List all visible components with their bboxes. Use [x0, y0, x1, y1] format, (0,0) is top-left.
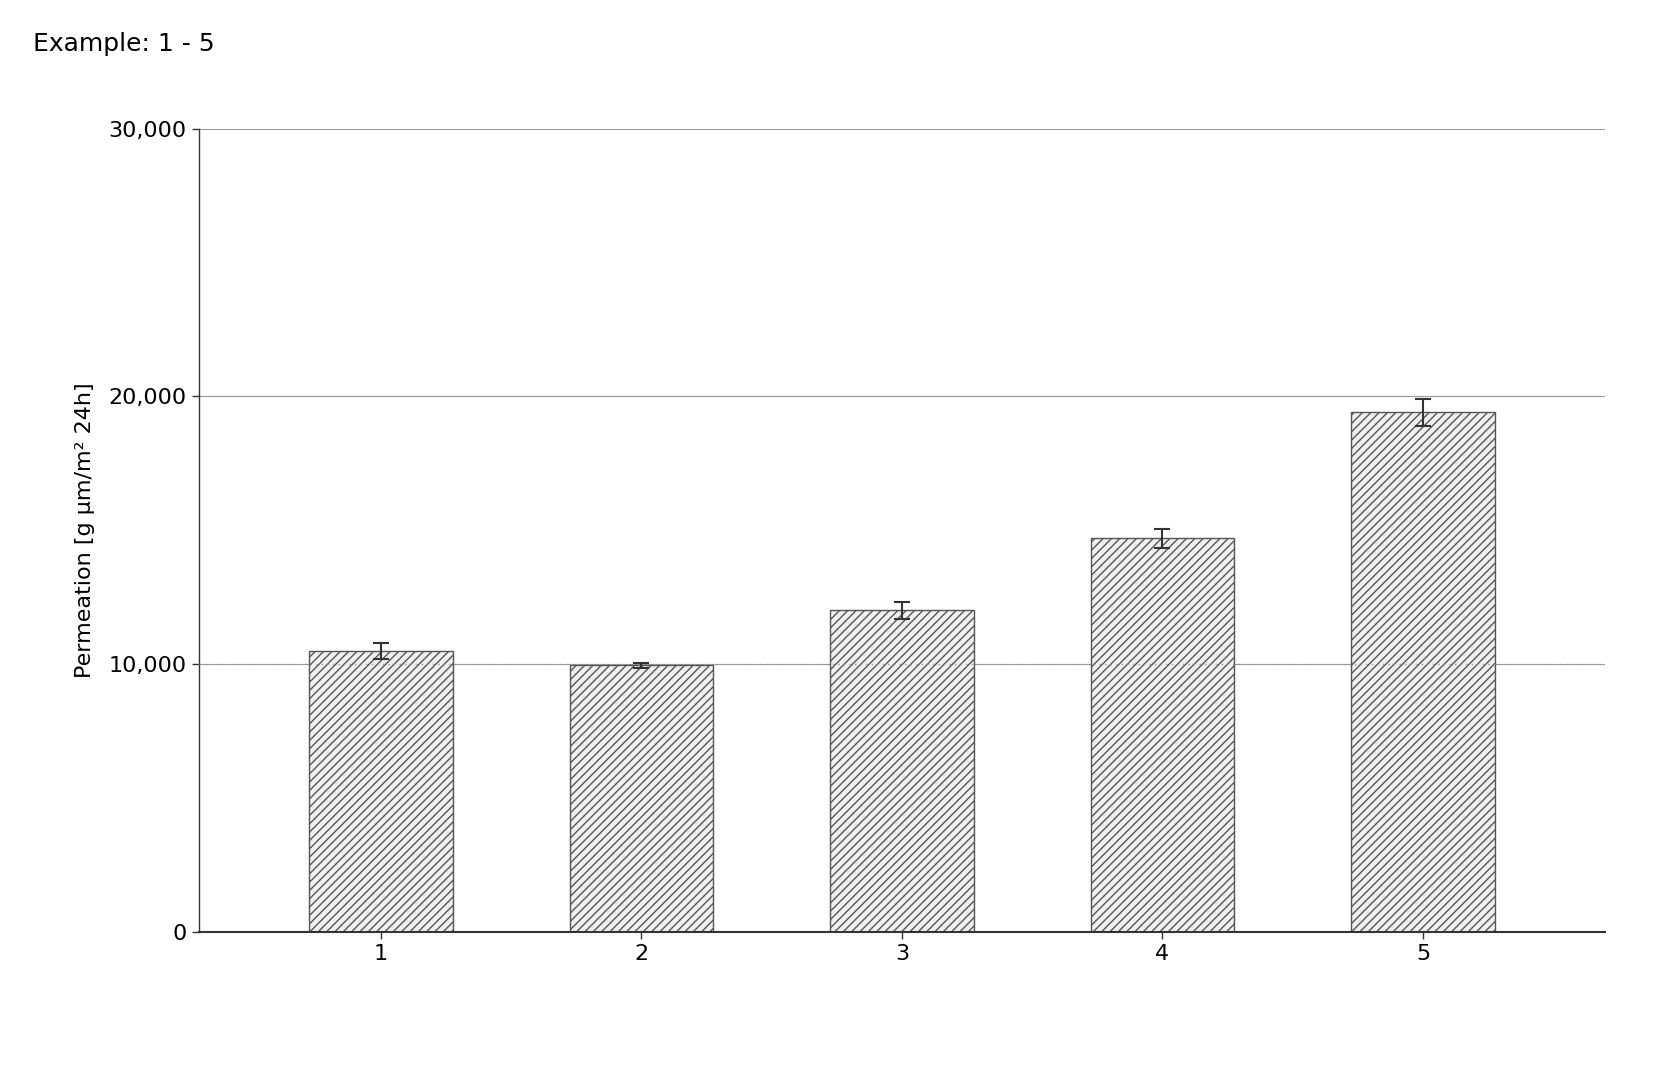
- Y-axis label: Permeation [g μm/m² 24h]: Permeation [g μm/m² 24h]: [74, 382, 94, 678]
- Bar: [1091, 538, 1235, 932]
- Bar: [309, 650, 452, 932]
- Bar: [831, 610, 973, 932]
- Bar: [1352, 412, 1494, 932]
- Bar: [569, 665, 713, 932]
- Text: Example: 1 - 5: Example: 1 - 5: [33, 32, 215, 56]
